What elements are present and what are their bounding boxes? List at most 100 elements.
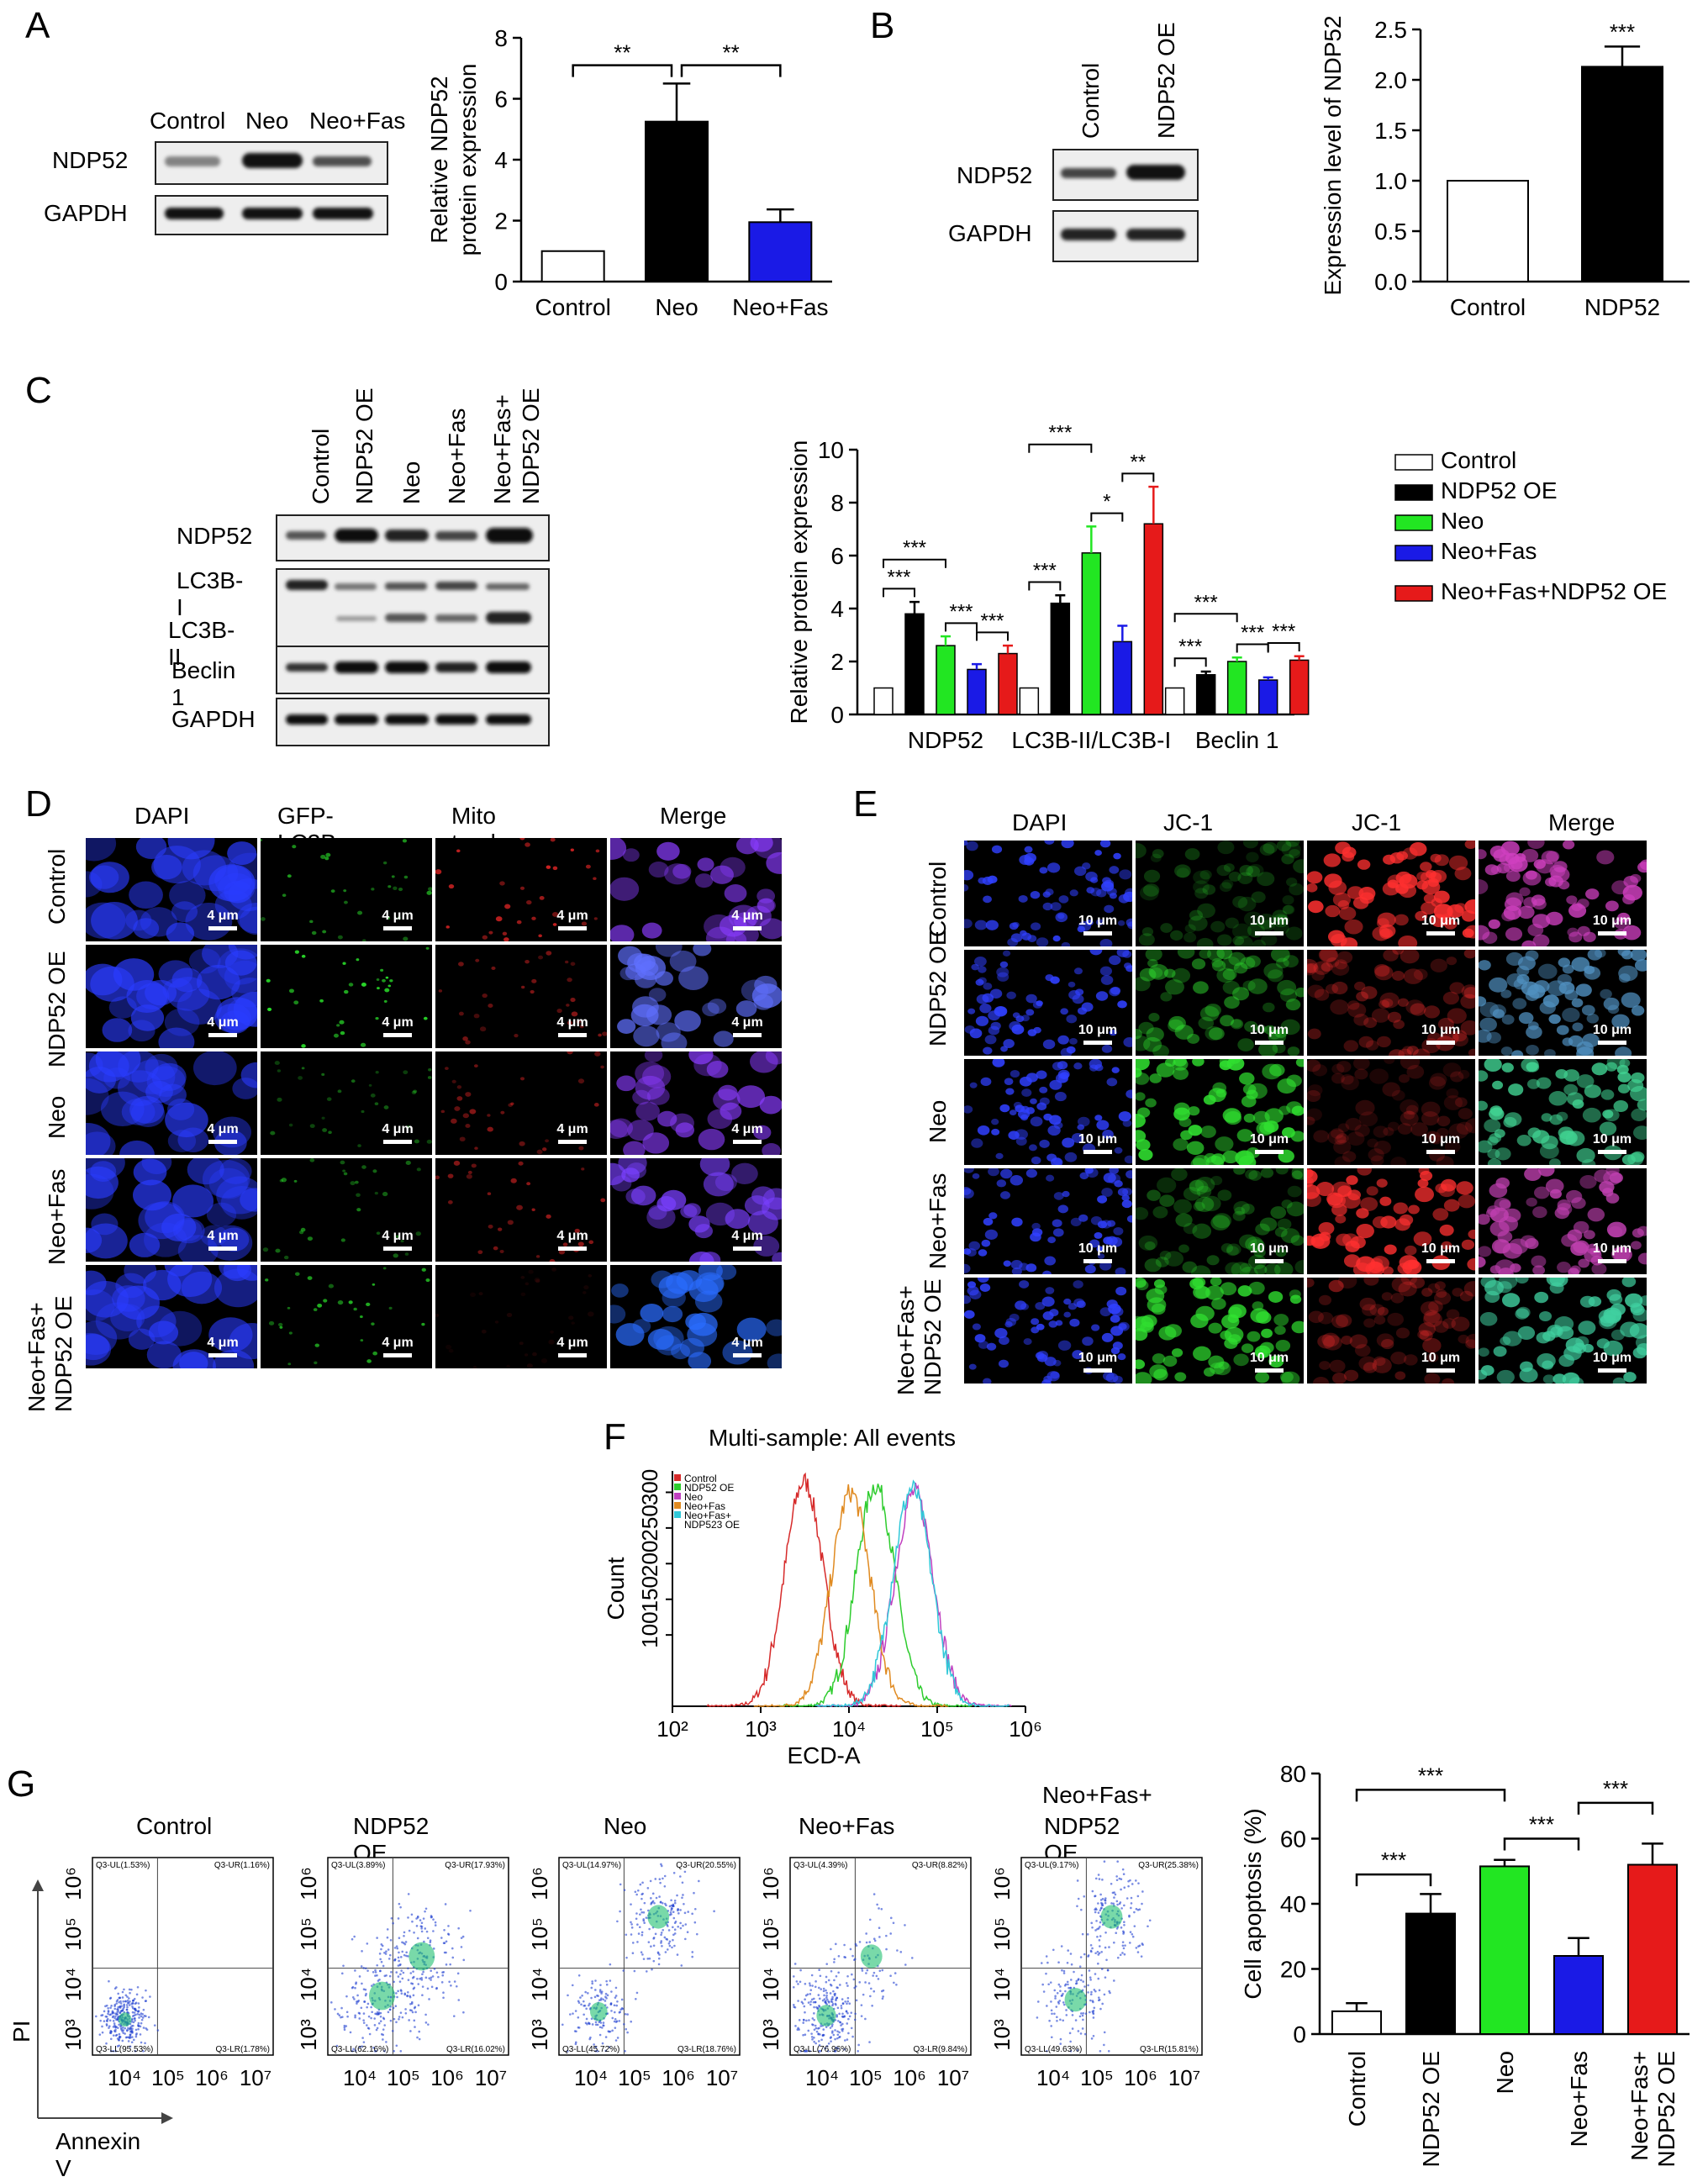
cell-signal bbox=[1272, 1042, 1286, 1054]
cell-signal bbox=[1126, 1215, 1132, 1223]
cell-signal bbox=[1052, 1228, 1064, 1237]
event-dot bbox=[1122, 1932, 1125, 1935]
cell-signal bbox=[1380, 1215, 1397, 1229]
event-dot bbox=[119, 2027, 123, 2030]
event-dot bbox=[358, 2046, 361, 2048]
event-dot bbox=[835, 2003, 837, 2006]
event-dot bbox=[810, 2036, 814, 2038]
cell-signal bbox=[1054, 1091, 1067, 1102]
event-dot bbox=[672, 1911, 675, 1914]
cell-signal bbox=[372, 1169, 377, 1173]
cell-signal bbox=[1237, 1038, 1254, 1051]
scale-bar bbox=[208, 1140, 237, 1144]
micrograph-tile: 4 μm bbox=[86, 1265, 257, 1368]
event-dot bbox=[819, 1974, 822, 1978]
event-dot bbox=[418, 2037, 421, 2041]
cell-signal bbox=[1052, 1157, 1062, 1165]
cell-signal bbox=[361, 1165, 366, 1169]
cell-signal bbox=[1463, 950, 1475, 959]
cell-signal bbox=[1225, 1262, 1241, 1274]
cell-signal bbox=[541, 1147, 547, 1152]
cell-signal bbox=[675, 1122, 695, 1138]
cell-signal bbox=[1331, 1063, 1345, 1074]
event-dot bbox=[844, 2039, 846, 2042]
cell-signal bbox=[1039, 1139, 1050, 1148]
cell-signal bbox=[1015, 1015, 1025, 1023]
density-core bbox=[860, 1944, 883, 1969]
cell-signal bbox=[698, 1128, 725, 1151]
cell-signal bbox=[1114, 1180, 1123, 1188]
event-dot bbox=[1050, 2025, 1052, 2027]
cell-signal bbox=[1252, 939, 1266, 946]
cell-signal bbox=[1211, 960, 1226, 972]
cell-signal bbox=[1408, 1204, 1420, 1215]
cell-signal bbox=[1630, 950, 1647, 962]
lane-label: Control bbox=[1078, 62, 1104, 139]
legend-label: Control bbox=[684, 1473, 717, 1484]
cell-signal bbox=[1072, 994, 1084, 1004]
cell-signal bbox=[1336, 1133, 1349, 1144]
event-dot bbox=[855, 1999, 858, 2002]
row-label: NDP52 OE bbox=[44, 951, 70, 1068]
cell-signal bbox=[1203, 1094, 1216, 1105]
event-dot bbox=[1045, 1955, 1048, 1958]
cell-signal bbox=[558, 1249, 566, 1255]
event-dot bbox=[390, 1916, 393, 1920]
event-dot bbox=[646, 1958, 650, 1960]
scale-bar-label: 4 μm bbox=[207, 1015, 238, 1030]
cell-signal bbox=[1365, 1040, 1379, 1051]
cell-signal bbox=[1313, 961, 1331, 975]
event-dot bbox=[835, 1974, 838, 1978]
cell-signal bbox=[129, 1232, 161, 1257]
cell-signal bbox=[1019, 1280, 1030, 1289]
cell-signal bbox=[166, 922, 195, 941]
event-dot bbox=[412, 1970, 414, 1973]
y-tick-label: 10³ bbox=[989, 2019, 1015, 2051]
row-label: Neo bbox=[44, 1095, 70, 1139]
cell-signal bbox=[1031, 922, 1041, 931]
event-dot bbox=[1093, 2006, 1096, 2010]
cell-signal bbox=[1142, 883, 1160, 897]
event-dot bbox=[1105, 1958, 1108, 1962]
cell-signal bbox=[998, 1359, 1010, 1368]
event-dot bbox=[836, 2020, 840, 2022]
cell-signal bbox=[1094, 1115, 1103, 1121]
event-dot bbox=[818, 2027, 820, 2030]
event-dot bbox=[430, 1985, 434, 1989]
event-dot bbox=[373, 2024, 377, 2027]
event-dot bbox=[362, 2041, 366, 2043]
cell-signal bbox=[1079, 1172, 1089, 1180]
pi-axis-label: PI bbox=[8, 2020, 34, 2042]
event-dot bbox=[106, 2017, 109, 2021]
cell-signal bbox=[130, 1099, 166, 1127]
cell-signal bbox=[1373, 1125, 1389, 1138]
cell-signal bbox=[1494, 1147, 1511, 1161]
cell-signal bbox=[1156, 1062, 1175, 1078]
scale-bar-label: 4 μm bbox=[556, 1229, 588, 1243]
cell-signal bbox=[635, 1101, 660, 1121]
bar bbox=[1019, 687, 1040, 715]
band bbox=[1126, 165, 1185, 180]
event-dot bbox=[378, 1953, 382, 1955]
event-dot bbox=[366, 2024, 368, 2027]
cell-signal bbox=[568, 1315, 574, 1320]
cell-signal bbox=[1532, 899, 1547, 910]
cell-signal bbox=[991, 1118, 999, 1125]
cell-signal bbox=[1557, 973, 1572, 986]
cell-signal bbox=[1002, 950, 1011, 957]
event-dot bbox=[602, 2021, 605, 2024]
cell-signal bbox=[348, 983, 354, 987]
event-dot bbox=[410, 1913, 414, 1916]
cell-signal bbox=[129, 1095, 165, 1124]
event-dot bbox=[366, 2027, 370, 2030]
micrograph-tile: 10 μm bbox=[1479, 1278, 1647, 1384]
cell-signal bbox=[1370, 1155, 1384, 1165]
cell-signal bbox=[494, 1320, 499, 1324]
cell-signal bbox=[600, 1065, 604, 1069]
event-dot bbox=[376, 1963, 379, 1967]
event-dot bbox=[668, 1940, 672, 1943]
scale-bar bbox=[558, 1033, 587, 1037]
cell-signal bbox=[1307, 963, 1316, 976]
cell-signal bbox=[487, 1126, 493, 1132]
cell-signal bbox=[1183, 1222, 1198, 1235]
